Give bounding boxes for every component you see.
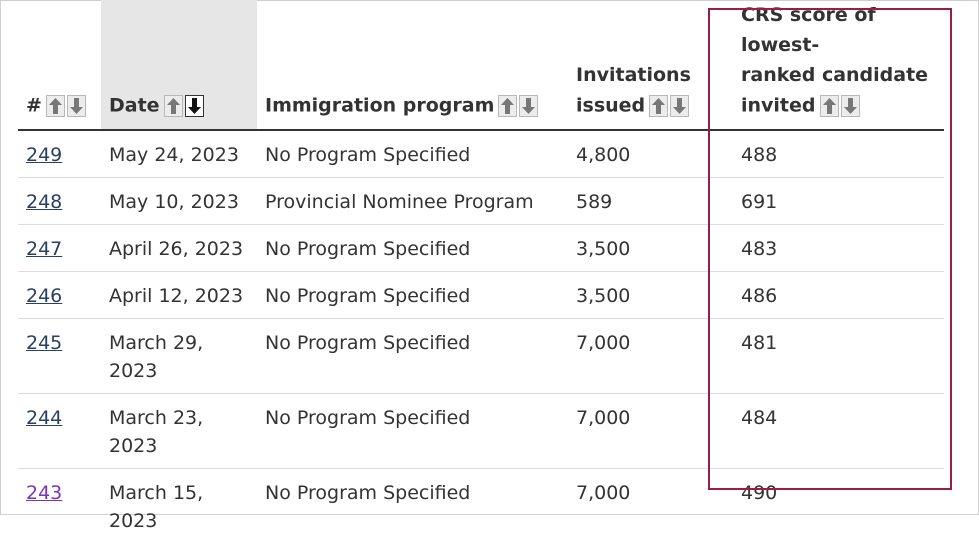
- cell-number: 246: [18, 271, 101, 319]
- cell-number: 249: [18, 129, 101, 178]
- arrow-up-icon: [501, 97, 515, 114]
- table-row: 249 May 24, 2023 No Program Specified 4,…: [18, 129, 944, 178]
- sort-ascending-button[interactable]: [819, 94, 839, 117]
- sort-ascending-button[interactable]: [498, 94, 518, 117]
- express-entry-rounds-table: # Date Immigration program Invitations i…: [18, 0, 944, 543]
- table-header-row: # Date Immigration program Invitations i…: [18, 0, 944, 131]
- cell-program: Provincial Nominee Program: [257, 177, 568, 225]
- sort-descending-button-active[interactable]: [184, 94, 204, 117]
- draw-number-link[interactable]: 248: [26, 190, 63, 213]
- cell-program: No Program Specified: [257, 271, 568, 319]
- cell-date: March 23, 2023: [101, 393, 257, 469]
- invitations-sort-controls: [649, 94, 691, 117]
- arrow-up-icon: [166, 97, 180, 114]
- sort-ascending-button[interactable]: [649, 94, 669, 117]
- cell-crs: 484: [725, 393, 944, 469]
- header-crs-label-line1: CRS score of lowest-: [741, 4, 876, 56]
- cell-crs: 486: [725, 271, 944, 319]
- cell-date: March 15, 2023: [109, 481, 204, 532]
- arrow-up-icon: [652, 97, 666, 114]
- header-immigration-program: Immigration program: [257, 0, 568, 131]
- cell-date: May 24, 2023: [101, 129, 257, 178]
- cell-crs: 481: [725, 318, 944, 394]
- draw-number-link[interactable]: 245: [26, 331, 63, 354]
- cell-date: April 26, 2023: [101, 224, 257, 272]
- cell-program: No Program Specified: [257, 393, 568, 469]
- cell-invitations: 7,000: [568, 318, 725, 394]
- table-row: 247 April 26, 2023 No Program Specified …: [18, 224, 944, 272]
- cell-program: No Program Specified: [257, 318, 568, 394]
- table-row: 248 May 10, 2023 Provincial Nominee Prog…: [18, 177, 944, 225]
- sort-ascending-button[interactable]: [163, 94, 183, 117]
- header-invitations-label-line1: Invitations: [576, 64, 691, 86]
- cell-number: 248: [18, 177, 101, 225]
- header-crs-score: CRS score of lowest- ranked candidate in…: [725, 0, 944, 131]
- header-number: #: [18, 0, 101, 131]
- cell-date: April 12, 2023: [101, 271, 257, 319]
- header-number-label: #: [26, 94, 42, 117]
- cell-crs: 483: [725, 224, 944, 272]
- arrow-down-icon: [522, 97, 536, 114]
- sort-descending-button[interactable]: [66, 94, 86, 117]
- cell-invitations: 7,000: [568, 393, 725, 469]
- cell-invitations: 3,500: [568, 224, 725, 272]
- arrow-up-icon: [48, 97, 62, 114]
- header-invitations-issued: Invitations issued: [568, 0, 725, 131]
- draw-number-link[interactable]: 249: [26, 143, 63, 166]
- cell-crs: 691: [725, 177, 944, 225]
- sort-descending-button[interactable]: [519, 94, 539, 117]
- header-date: Date: [101, 0, 257, 131]
- arrow-up-icon: [822, 97, 836, 114]
- table-row: 245 March 29, 2023 No Program Specified …: [18, 318, 944, 394]
- table-row: 246 April 12, 2023 No Program Specified …: [18, 271, 944, 319]
- date-sort-controls: [163, 94, 206, 117]
- arrow-down-icon: [69, 97, 83, 114]
- draw-number-link[interactable]: 244: [26, 406, 63, 429]
- header-date-label: Date: [109, 94, 160, 117]
- sort-ascending-button[interactable]: [45, 94, 65, 117]
- arrow-down-icon: [673, 97, 687, 114]
- header-crs-label-line2: ranked candidate: [741, 64, 929, 86]
- table-row: 244 March 23, 2023 No Program Specified …: [18, 393, 944, 469]
- cell-invitations: 4,800: [568, 129, 725, 178]
- cell-number: 247: [18, 224, 101, 272]
- cell-date: March 29, 2023: [101, 318, 257, 394]
- cell-number: 243: [18, 468, 101, 543]
- number-sort-controls: [45, 94, 88, 117]
- arrow-down-icon: [843, 97, 857, 114]
- header-invitations-label-line2: issued: [576, 94, 646, 117]
- cell-date: May 10, 2023: [101, 177, 257, 225]
- header-crs-label-line3: invited: [741, 94, 816, 117]
- cell-number: 245: [18, 318, 101, 394]
- sort-descending-button[interactable]: [670, 94, 690, 117]
- cell-program: No Program Specified: [265, 481, 471, 504]
- cell-invitations: 7,000: [576, 481, 631, 504]
- sort-descending-button[interactable]: [840, 94, 860, 117]
- cell-crs: 490: [741, 481, 778, 504]
- cell-program: No Program Specified: [257, 224, 568, 272]
- cell-program: No Program Specified: [257, 129, 568, 178]
- cell-invitations: 3,500: [568, 271, 725, 319]
- draw-number-link-visited[interactable]: 243: [26, 481, 63, 504]
- header-program-label: Immigration program: [265, 94, 495, 117]
- cell-invitations: 589: [568, 177, 725, 225]
- draw-number-link[interactable]: 246: [26, 284, 63, 307]
- crs-sort-controls: [819, 94, 862, 117]
- table-row: 243 March 15, 2023 No Program Specified …: [18, 468, 944, 543]
- draw-number-link[interactable]: 247: [26, 237, 63, 260]
- cell-number: 244: [18, 393, 101, 469]
- program-sort-controls: [498, 94, 540, 117]
- arrow-down-icon: [187, 97, 201, 114]
- cell-crs: 488: [725, 129, 944, 178]
